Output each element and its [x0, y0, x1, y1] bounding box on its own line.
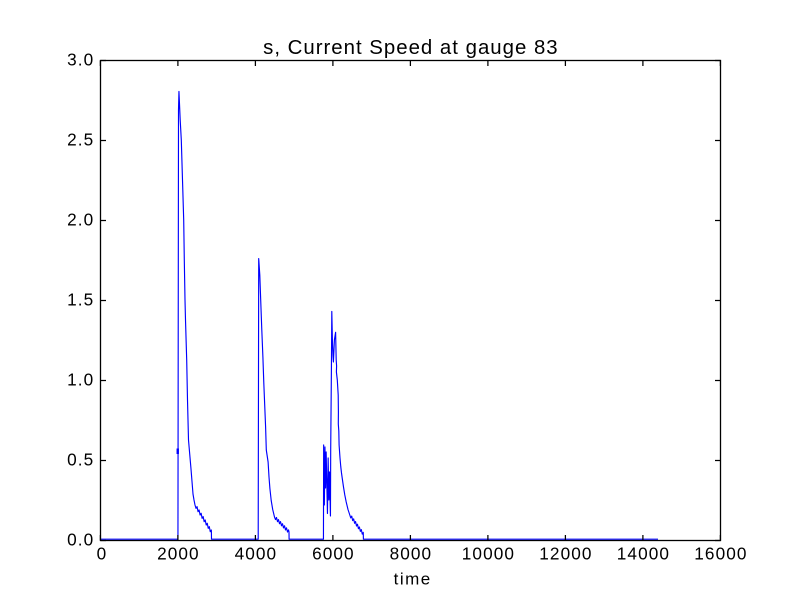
- svg-text:s, Current Speed at gauge 83: s, Current Speed at gauge 83: [263, 37, 559, 59]
- svg-text:0: 0: [97, 544, 108, 564]
- svg-text:1.5: 1.5: [67, 289, 94, 309]
- svg-text:3.0: 3.0: [67, 49, 94, 69]
- svg-text:0.5: 0.5: [67, 449, 94, 469]
- svg-text:2.5: 2.5: [67, 129, 94, 149]
- svg-text:6000: 6000: [312, 544, 355, 564]
- svg-text:2000: 2000: [157, 544, 200, 564]
- svg-text:time: time: [394, 570, 432, 589]
- svg-text:2.0: 2.0: [67, 209, 94, 229]
- svg-text:1.0: 1.0: [67, 369, 94, 389]
- svg-text:4000: 4000: [235, 544, 278, 564]
- svg-text:8000: 8000: [390, 544, 433, 564]
- svg-text:16000: 16000: [694, 544, 747, 564]
- svg-text:12000: 12000: [539, 544, 592, 564]
- svg-text:10000: 10000: [462, 544, 515, 564]
- svg-text:14000: 14000: [617, 544, 670, 564]
- svg-text:0.0: 0.0: [67, 529, 94, 549]
